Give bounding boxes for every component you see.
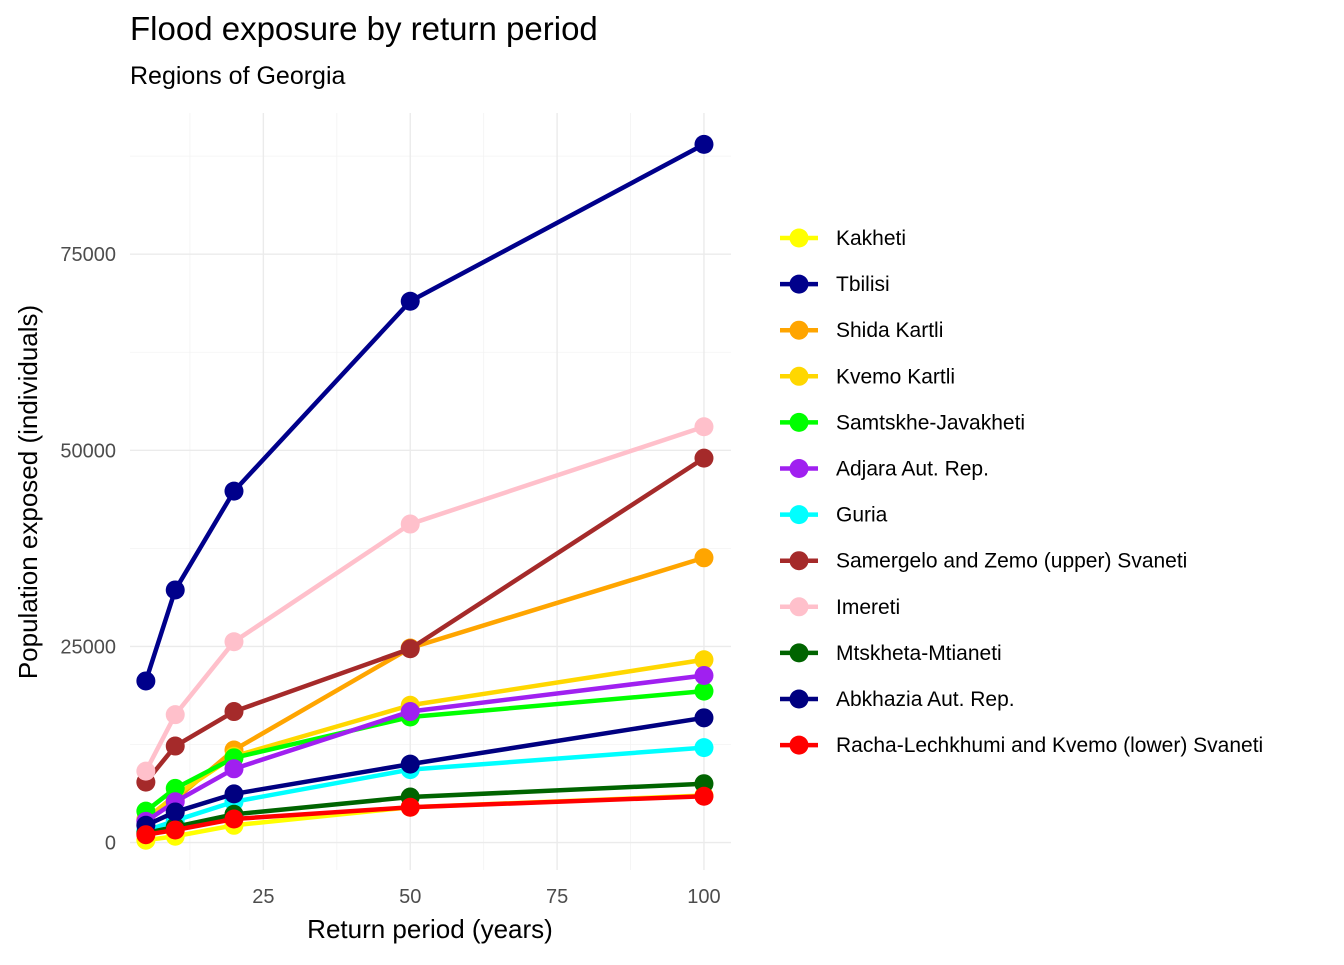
legend-key-point	[789, 459, 809, 478]
data-point	[224, 632, 244, 652]
y-axis-title: Population exposed (individuals)	[13, 305, 43, 679]
data-point	[694, 708, 714, 728]
series-4	[136, 650, 714, 829]
data-point	[224, 481, 244, 501]
y-tick-label: 50000	[60, 440, 116, 462]
x-axis-title: Return period (years)	[307, 914, 553, 944]
data-point	[400, 291, 420, 311]
series-line	[144, 555, 705, 823]
legend-key-point	[789, 597, 809, 617]
data-point	[224, 759, 244, 779]
data-point	[694, 681, 714, 701]
legend-label: Racha-Lechkhumi and Kvemo (lower) Svanet…	[836, 734, 1263, 757]
data-point	[400, 702, 420, 722]
data-point	[694, 417, 714, 437]
data-point	[165, 820, 185, 840]
chart-title: Flood exposure by return period	[130, 10, 598, 47]
data-point	[136, 671, 156, 691]
legend-label: Shida Kartli	[836, 319, 943, 342]
data-point	[694, 738, 714, 758]
data-point	[136, 761, 156, 781]
data-point	[165, 580, 185, 600]
data-point	[694, 548, 714, 568]
x-tick-label: 50	[399, 886, 421, 908]
y-tick-label: 25000	[60, 636, 116, 658]
legend-item: Samergelo and Zemo (upper) Svaneti	[780, 550, 1187, 573]
legend-key-point	[789, 366, 809, 386]
legend-item: Tbilisi	[780, 273, 890, 296]
legend-key-point	[789, 412, 809, 432]
gridlines	[130, 113, 731, 870]
legend-label: Abkhazia Aut. Rep.	[836, 688, 1015, 711]
series-layer	[136, 134, 714, 850]
data-point	[694, 665, 714, 685]
legend-item: Abkhazia Aut. Rep.	[780, 688, 1015, 711]
legend-label: Imereti	[836, 596, 900, 619]
legend-key-point	[789, 551, 809, 571]
series-2	[136, 134, 714, 691]
series-11	[136, 708, 714, 835]
legend-label: Samergelo and Zemo (upper) Svaneti	[836, 550, 1187, 573]
data-point	[400, 514, 420, 534]
legend-label: Tbilisi	[836, 273, 890, 296]
legend-label: Adjara Aut. Rep.	[836, 458, 989, 481]
legend-item: Samtskhe-Javakheti	[780, 411, 1025, 434]
legend-item: Kakheti	[780, 227, 906, 250]
series-6	[136, 665, 714, 831]
legend-label: Samtskhe-Javakheti	[836, 411, 1025, 434]
legend-key-point	[789, 643, 809, 663]
data-point	[165, 778, 185, 798]
series-9	[136, 417, 714, 781]
series-line	[144, 456, 706, 784]
legend-key-point	[789, 320, 809, 340]
legend-key-point	[789, 689, 809, 709]
series-8	[136, 448, 714, 792]
data-point	[694, 650, 714, 670]
legend-label: Mtskheta-Mtianeti	[836, 642, 1002, 665]
legend-item: Imereti	[780, 596, 900, 619]
legend: Kakheti Tbilisi Shida Kartli Kvemo Kartli Sa…	[780, 227, 1263, 757]
y-axis-ticks: 0 25000 50000 75000	[60, 244, 116, 854]
data-point	[165, 736, 185, 756]
legend-item: Kvemo Kartli	[780, 365, 955, 388]
data-point	[400, 797, 420, 817]
series-12	[136, 786, 714, 845]
series-line	[143, 142, 706, 682]
legend-key-point	[789, 505, 809, 525]
x-axis-ticks: 25 50 75 100	[252, 886, 720, 908]
legend-item: Racha-Lechkhumi and Kvemo (lower) Svanet…	[780, 734, 1263, 757]
data-point	[224, 809, 244, 829]
legend-key-point	[789, 274, 809, 294]
data-point	[400, 639, 420, 659]
legend-item: Mtskheta-Mtianeti	[780, 642, 1002, 665]
legend-label: Kvemo Kartli	[836, 365, 955, 388]
data-point	[694, 786, 714, 806]
legend-item: Guria	[780, 504, 888, 527]
legend-label: Guria	[836, 504, 888, 527]
data-point	[136, 825, 156, 845]
data-point	[694, 134, 714, 154]
x-tick-label: 75	[546, 886, 568, 908]
data-point	[224, 784, 244, 804]
x-tick-label: 100	[687, 886, 720, 908]
data-point	[165, 705, 185, 725]
legend-key-point	[789, 228, 809, 248]
data-point	[165, 802, 185, 822]
data-point	[694, 448, 714, 468]
legend-key-point	[789, 735, 809, 755]
legend-label: Kakheti	[836, 227, 906, 250]
data-point	[400, 754, 420, 774]
y-tick-label: 75000	[60, 244, 116, 266]
y-tick-label: 0	[105, 833, 116, 855]
x-tick-label: 25	[252, 886, 274, 908]
legend-item: Adjara Aut. Rep.	[780, 458, 989, 481]
chart-subtitle: Regions of Georgia	[130, 62, 346, 90]
legend-item: Shida Kartli	[780, 319, 943, 342]
data-point	[224, 702, 244, 722]
